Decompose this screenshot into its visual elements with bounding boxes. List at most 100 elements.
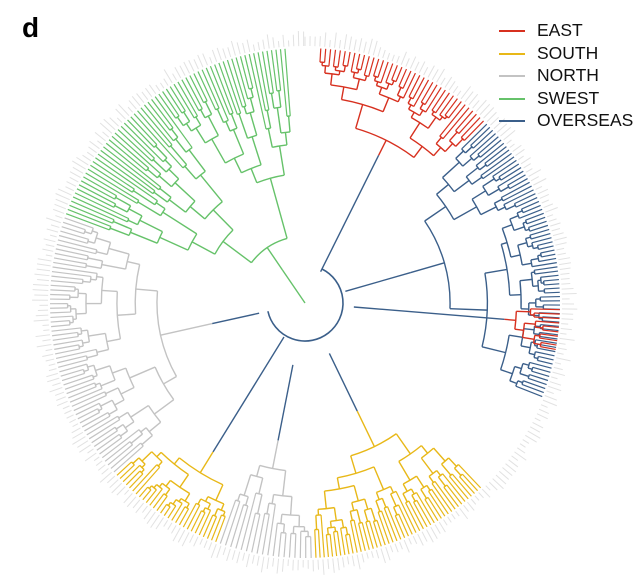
branch-145: [500, 167, 522, 181]
tip-label-1163: [281, 559, 284, 572]
branch-150: [497, 170, 524, 188]
tip-label-1232: [36, 344, 52, 348]
branch-296: [527, 367, 533, 370]
branch-562: [171, 503, 183, 521]
branch-549: [207, 503, 211, 510]
branch-667: [66, 382, 95, 395]
tip-label-1094: [547, 385, 562, 392]
branch-45: [391, 80, 395, 86]
branch-356: [448, 475, 469, 500]
tip-label-1014: [396, 55, 400, 64]
branch-439: [353, 519, 362, 552]
branch-8: [337, 50, 341, 68]
tip-label-1305: [216, 47, 222, 61]
branch-arc-13: [342, 64, 348, 67]
branch-97: [458, 113, 477, 134]
tip-label-1140: [394, 543, 399, 553]
tip-label-1279: [103, 118, 116, 131]
branch-793: [65, 213, 110, 231]
branch-arc-827: [131, 188, 135, 193]
tip-label-1024: [440, 77, 446, 86]
branch-180: [519, 208, 543, 219]
tip-label-1192: [143, 508, 152, 520]
branch-856: [152, 159, 167, 173]
branch-arc-508: [268, 502, 276, 505]
tip-label-1301: [197, 54, 204, 68]
branch-arc-168: [503, 204, 507, 210]
tree-branches: [49, 48, 560, 559]
branch-833: [162, 211, 198, 235]
branch-716: [51, 324, 71, 328]
branch-653: [98, 408, 103, 412]
branch-717: [50, 320, 70, 323]
branch-454: [336, 531, 342, 556]
tip-label-1054: [537, 188, 549, 195]
branch-574: [156, 495, 168, 511]
tip-label-1069: [559, 262, 572, 266]
tip-label-1295: [172, 73, 177, 81]
branch-748: [51, 270, 92, 278]
tip-label-1297: [179, 65, 186, 76]
branch-812: [83, 176, 117, 197]
tip-label-1200: [111, 482, 123, 494]
branch-arc-409: [393, 504, 399, 508]
branch-939: [238, 113, 249, 139]
tip-label-1272: [86, 151, 94, 158]
branch-440: [349, 520, 358, 553]
branch-68: [420, 82, 434, 103]
tip-label-1028: [456, 90, 462, 97]
branch-arc-911: [198, 108, 203, 112]
branch-arc-568: [170, 501, 177, 507]
tip-label-1196: [126, 496, 137, 508]
branch-99: [449, 131, 458, 142]
branch-arc-590: [169, 479, 191, 495]
branch-arc-389: [413, 499, 418, 503]
branch-948: [250, 88, 254, 98]
branch-arc-52: [398, 85, 404, 89]
branch-658: [114, 399, 125, 406]
branch-505: [256, 513, 266, 554]
branch-883: [175, 138, 187, 153]
tip-label-1172: [236, 551, 241, 564]
branch-74: [419, 109, 424, 116]
branch-829: [95, 157, 158, 202]
branch-379: [426, 485, 431, 491]
tip-label-1299: [188, 60, 195, 72]
branch-350: [459, 476, 475, 494]
branch-744: [50, 280, 83, 285]
branch-273: [523, 327, 535, 331]
branch-558: [178, 508, 190, 526]
branch-403: [395, 491, 417, 533]
branch-arc-340: [539, 342, 542, 347]
branch-121: [479, 139, 502, 158]
tip-label-1096: [544, 395, 557, 401]
branch-199: [531, 237, 552, 244]
branch-435: [361, 522, 370, 550]
tip-label-1066: [556, 247, 565, 251]
tip-label-1134: [421, 531, 428, 542]
branch-794: [67, 208, 112, 227]
branch-619: [107, 444, 133, 466]
branch-arc-556: [207, 496, 225, 505]
branch-315: [481, 346, 506, 354]
branch-arc-193: [509, 218, 515, 231]
branch-arc-830: [154, 200, 159, 206]
branch-343: [522, 336, 535, 340]
branch-298: [522, 362, 530, 366]
branch-622: [130, 433, 143, 444]
branch-144: [498, 163, 520, 178]
branch-639: [86, 415, 118, 436]
branch-945: [239, 56, 250, 90]
branch-828: [132, 190, 156, 206]
branch-620: [104, 441, 131, 462]
tip-label-1017: [409, 56, 417, 69]
tip-label-1102: [532, 422, 544, 429]
branch-968: [270, 50, 278, 92]
branch-596: [129, 473, 144, 489]
branch-arc-980: [272, 144, 287, 149]
tip-label-1124: [463, 504, 469, 512]
tip-label-1084: [559, 337, 575, 341]
branch-465: [333, 507, 337, 521]
branch-606: [132, 457, 140, 464]
branch-608: [141, 451, 153, 462]
